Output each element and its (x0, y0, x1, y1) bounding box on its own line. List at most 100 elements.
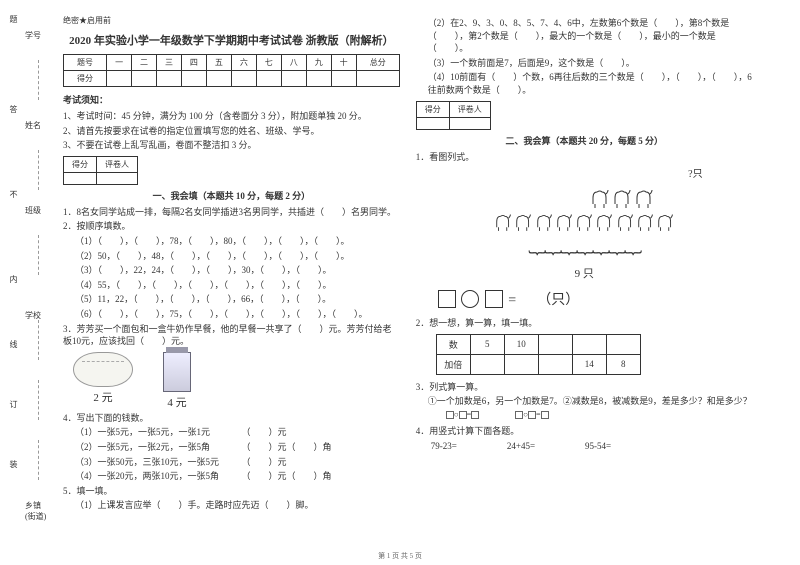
dash (38, 380, 39, 420)
scorer-label: 评卷人 (449, 101, 490, 117)
q-text: 4．写出下面的钱数。 (63, 412, 400, 425)
table-cell: 5 (470, 334, 504, 354)
margin-field-town: 乡镇(街道) (25, 500, 50, 522)
table-cell: 10 (504, 334, 538, 354)
scorer-table: 得分 评卷人 (416, 101, 491, 130)
milk-icon (163, 352, 191, 392)
q-text: 5．填一填。 (63, 485, 400, 498)
margin-cut-3: 线 (8, 340, 19, 348)
score-header: 九 (306, 55, 331, 71)
camel-icon (636, 208, 654, 232)
product-images: 2 元 4 元 (73, 352, 400, 410)
margin-cut-6: 答 (8, 105, 19, 113)
camel-icon (575, 208, 593, 232)
margin-cut-2: 订 (8, 400, 19, 408)
calc-item: 79-23= (431, 441, 457, 451)
q-text: （6）（ ），（ ），75，（ ），（ ），（ ），（ ），（ ）。 (63, 308, 400, 321)
table-cell[interactable] (538, 354, 572, 374)
margin-field-class: 班级 (25, 205, 41, 216)
scorer-cell[interactable] (416, 117, 449, 129)
score-cell[interactable] (206, 71, 231, 87)
camel-icon (595, 208, 613, 232)
q-text: （3）一张50元，三张10元，一张5元 （ ）元 (63, 456, 400, 469)
small-box[interactable] (528, 411, 536, 419)
dash (38, 440, 39, 480)
notice-line: 3、不要在试卷上乱写乱画，卷面不整洁扣 3 分。 (63, 139, 400, 152)
score-header: 五 (206, 55, 231, 71)
scorer-label: 评卷人 (97, 156, 138, 172)
dash (38, 235, 39, 275)
margin-cut-5: 不 (8, 190, 19, 198)
margin-cut-4: 内 (8, 275, 19, 283)
right-column: （2）在2、9、3、0、8、5、7、4、6中，左数第6个数是（ ），第8个数是（… (408, 15, 761, 560)
q-text: （4）一张20元，两张10元，一张5角 （ ）元（ ）角 (63, 470, 400, 483)
score-cell[interactable] (157, 71, 182, 87)
q-text: （3）一个数前面是7，后面是9，这个数是（ ）。 (416, 57, 753, 70)
table-cell[interactable] (504, 354, 538, 374)
scorer-cell[interactable] (97, 172, 138, 184)
page-footer: 第 1 页 共 5 页 (0, 551, 800, 561)
small-box[interactable] (446, 411, 454, 419)
q-text: 2．按顺序填数。 (63, 220, 400, 233)
answer-box[interactable] (438, 290, 456, 308)
q-text: ①一个加数是6，另一个加数是7。②减数是8，被减数是9，差是多少？和是多少？ (416, 395, 753, 408)
small-box[interactable] (471, 411, 479, 419)
scorer-label: 得分 (416, 101, 449, 117)
score-cell[interactable] (181, 71, 206, 87)
q-text: （1）一张5元，一张5元，一张1元 （ ）元 (63, 426, 400, 439)
table-cell[interactable] (572, 334, 606, 354)
calc-item: 95-54= (585, 441, 611, 451)
brace-icon: ︸︸︸︸︸︸︸ (416, 256, 753, 265)
nine-label: 9 只 (416, 265, 753, 281)
score-cell[interactable] (132, 71, 157, 87)
camel-icon (616, 208, 634, 232)
score-cell[interactable] (281, 71, 306, 87)
score-cell[interactable] (256, 71, 281, 87)
calc-row: 79-23= 24+45= 95-54= (431, 441, 753, 451)
scorer-cell[interactable] (449, 117, 490, 129)
camel-icon (612, 184, 632, 208)
q-text: 1．看图列式。 (416, 151, 753, 164)
question-mark-label: ?只 (416, 165, 753, 180)
equals-text: = （只） (508, 293, 579, 308)
scorer-table: 得分 评卷人 (63, 156, 138, 185)
score-header: 八 (281, 55, 306, 71)
score-cell[interactable] (231, 71, 256, 87)
binding-margin: 学号 题 姓名 答 班级 不 内 学校 线 订 装 乡镇(街道) (0, 0, 50, 565)
score-header: 十 (331, 55, 356, 71)
table-cell[interactable] (538, 334, 572, 354)
score-header: 四 (181, 55, 206, 71)
table-cell: 14 (572, 354, 606, 374)
small-box[interactable] (541, 411, 549, 419)
dash (38, 150, 39, 190)
camel-icon (590, 184, 610, 208)
score-header: 二 (132, 55, 157, 71)
double-table: 数 5 10 加倍 14 8 (436, 334, 641, 375)
table-cell: 8 (606, 354, 640, 374)
small-box[interactable] (459, 411, 467, 419)
table-cell[interactable] (606, 334, 640, 354)
q-text: （4）55，（ ），（ ），（ ），（ ），（ ），（ ）。 (63, 279, 400, 292)
small-box[interactable] (515, 411, 523, 419)
q-text: 4．用竖式计算下面各题。 (416, 425, 753, 438)
score-header: 总分 (356, 55, 399, 71)
q-text: （1）上课发言应举（ ）手。走路时应先迈（ ）脚。 (63, 499, 400, 512)
answer-box[interactable] (485, 290, 503, 308)
score-cell[interactable] (107, 71, 132, 87)
score-cell[interactable] (306, 71, 331, 87)
price-label: 4 元 (163, 394, 191, 410)
secret-label: 绝密★启用前 (63, 15, 400, 26)
score-cell[interactable] (331, 71, 356, 87)
bread-icon (73, 352, 133, 387)
score-cell[interactable] (356, 71, 399, 87)
camel-icon (494, 208, 512, 232)
table-cell[interactable] (470, 354, 504, 374)
q-text: （2）50，（ ），48，（ ），（ ），（ ），（ ），（ ）。 (63, 250, 400, 263)
table-header: 加倍 (436, 354, 470, 374)
section-2-title: 二、我会算（本题共 20 分，每题 5 分） (416, 134, 753, 147)
scorer-cell[interactable] (64, 172, 97, 184)
table-header: 数 (436, 334, 470, 354)
operator-circle[interactable] (461, 290, 479, 308)
q-text: （5）11，22，（ ），（ ），（ ），66，（ ），（ ）。 (63, 293, 400, 306)
q-text: 3．列式算一算。 (416, 381, 753, 394)
